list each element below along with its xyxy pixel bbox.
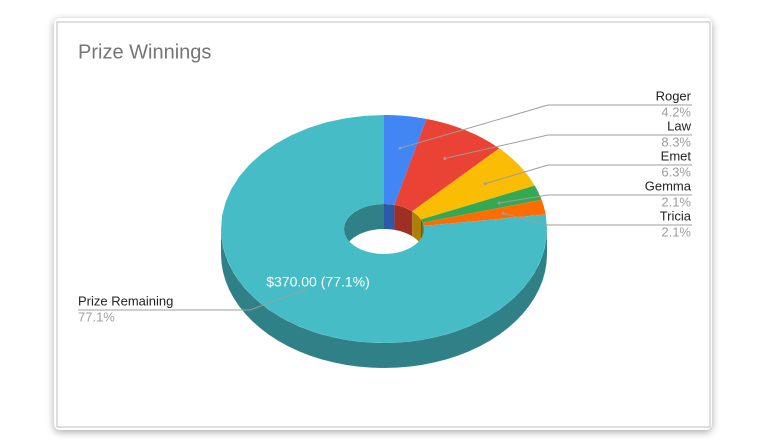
label-name: Tricia [660, 208, 692, 223]
slices [221, 115, 547, 343]
label-value: 2.1% [661, 224, 691, 239]
leader-line [503, 212, 692, 226]
chart-border [56, 21, 711, 428]
label-value: 4.2% [661, 104, 691, 119]
slice [422, 199, 546, 226]
label-value: 6.3% [661, 164, 691, 179]
inner-wall [344, 204, 384, 254]
side-wall [221, 229, 547, 368]
labels: Roger4.2%Law8.3%Emet6.3%Gemma2.1%Tricia2… [78, 88, 692, 324]
leader-dot [483, 182, 487, 186]
slice [221, 115, 547, 343]
slice-annotation: $370.00 (77.1%) [266, 274, 370, 290]
label-name: Law [667, 118, 691, 133]
label-name: Prize Remaining [78, 293, 173, 308]
leader-line [78, 289, 304, 311]
label-value: 8.3% [661, 134, 691, 149]
leader-dot [501, 211, 505, 215]
chart-title: Prize Winnings [78, 41, 211, 63]
label-name: Gemma [645, 178, 692, 193]
leader-line [484, 164, 692, 185]
label-value: 77.1% [78, 309, 115, 324]
inner-wall [384, 204, 395, 230]
leader-dot [302, 288, 306, 292]
side-walls [221, 229, 547, 368]
leader-line [444, 134, 692, 159]
leader-line [499, 194, 692, 204]
label-name: Emet [661, 148, 692, 163]
inner-walls [344, 204, 424, 254]
leader-dot [497, 201, 501, 205]
slice [412, 148, 535, 220]
label-value: 2.1% [661, 194, 691, 209]
inner-wall [412, 211, 421, 245]
leader-line [399, 104, 692, 149]
label-name: Roger [656, 88, 692, 103]
leader-dot [443, 156, 447, 160]
inner-wall [394, 204, 413, 237]
slice [384, 115, 427, 205]
slice [420, 185, 542, 223]
leader-dot [398, 146, 402, 150]
